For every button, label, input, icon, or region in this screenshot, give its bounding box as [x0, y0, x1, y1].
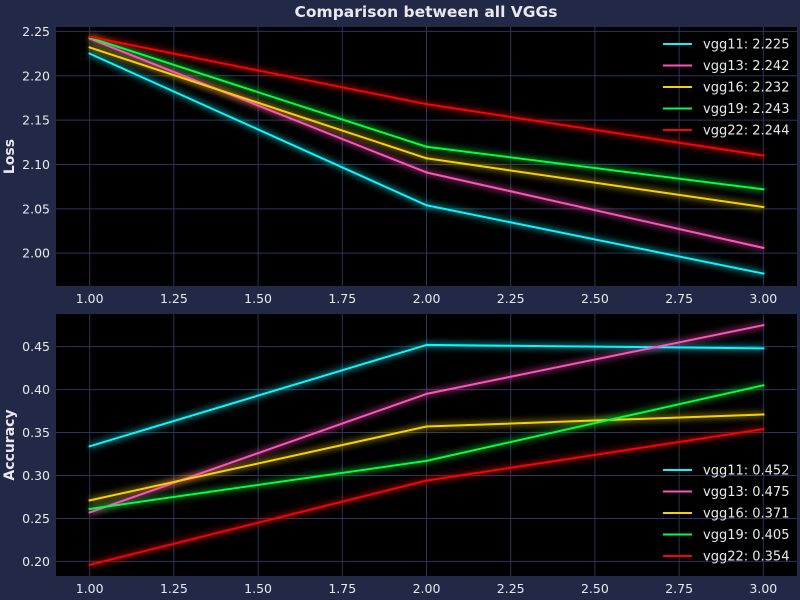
y-tick-label: 2.25: [22, 24, 50, 39]
x-tick-label: 2.50: [581, 291, 609, 306]
data-point-vgg16: [425, 425, 428, 428]
legend: vgg11: 0.452 vgg13: 0.475 vgg16: 0.371 vgg1…: [663, 464, 789, 565]
y-tick-label: 0.30: [22, 468, 50, 483]
legend-label-vgg13: vgg13: 2.242: [703, 59, 789, 74]
x-tick-label: 1.00: [76, 581, 104, 596]
y-tick-label: 0.25: [22, 511, 50, 526]
y-tick-label: 0.45: [22, 339, 50, 354]
x-tick-label: 1.25: [160, 581, 188, 596]
x-tick-label: 1.25: [160, 291, 188, 306]
y-tick-label: 0.35: [22, 425, 50, 440]
data-point-vgg11: [762, 272, 765, 275]
x-tick-label: 1.75: [328, 581, 356, 596]
x-tick-label: 1.50: [244, 291, 272, 306]
x-tick-label: 3.00: [749, 291, 777, 306]
data-point-vgg16: [762, 205, 765, 209]
loss-chart: 1.00 1.25 1.50 1.75 2.00 2.25 2.50 2.75 3.00 2.00…: [2, 24, 797, 306]
legend-label-vgg13: vgg13: 0.475: [703, 485, 789, 500]
data-point-vgg13: [88, 511, 91, 514]
data-point-vgg13: [762, 323, 765, 327]
legend-label-vgg19: vgg19: 0.405: [703, 528, 789, 543]
y-tick-label: 2.15: [22, 113, 50, 128]
data-point-vgg22: [762, 154, 765, 157]
x-tick-label: 3.00: [749, 581, 777, 596]
legend-label-vgg22: vgg22: 0.354: [703, 550, 789, 565]
data-point-vgg19: [425, 459, 428, 463]
data-point-vgg11: [88, 445, 91, 448]
figure-title: Comparison between all VGGs: [295, 3, 558, 21]
data-point-vgg22: [425, 102, 428, 106]
x-tick-label: 2.25: [497, 581, 525, 596]
data-point-vgg16: [88, 499, 91, 502]
x-tick-label: 2.50: [581, 581, 609, 596]
data-point-vgg13: [762, 246, 765, 250]
y-tick-label: 0.40: [22, 382, 50, 397]
data-point-vgg19: [88, 507, 91, 511]
data-point-vgg19: [425, 145, 428, 148]
data-point-vgg16: [425, 157, 428, 160]
x-tick-label: 2.00: [413, 581, 441, 596]
y-tick-label: 2.00: [22, 246, 50, 261]
data-point-vgg19: [762, 384, 765, 387]
x-tick-label: 2.75: [665, 291, 693, 306]
x-tick-label: 1.50: [244, 581, 272, 596]
data-point-vgg22: [762, 427, 765, 431]
accuracy-chart: 1.00 1.25 1.50 1.75 2.00 2.25 2.50 2.75 3.00 0.20…: [2, 314, 797, 596]
legend-label-vgg16: vgg16: 0.371: [703, 507, 789, 522]
data-point-vgg11: [425, 204, 428, 207]
legend-label-vgg22: vgg22: 2.244: [703, 124, 789, 139]
series-group: [88, 33, 765, 278]
data-point-vgg16: [762, 413, 765, 416]
x-tick-label: 2.00: [413, 291, 441, 306]
x-tick-label: 2.25: [497, 291, 525, 306]
data-point-vgg22: [425, 479, 428, 482]
y-axis-label: Loss: [2, 139, 18, 174]
x-tick-label: 1.75: [328, 291, 356, 306]
series-group: [88, 321, 765, 569]
legend-label-vgg11: vgg11: 2.225: [703, 38, 789, 53]
data-point-vgg11: [88, 52, 91, 55]
data-point-vgg13: [425, 171, 428, 174]
data-point-vgg22: [88, 35, 91, 38]
data-point-vgg22: [88, 563, 91, 567]
y-tick-label: 2.20: [22, 68, 50, 83]
data-point-vgg13: [425, 392, 428, 396]
x-tick-label: 2.75: [665, 581, 693, 596]
legend: vgg11: 2.225 vgg13: 2.242 vgg16: 2.232 vgg1…: [663, 38, 789, 139]
x-tick-label: 1.00: [76, 291, 104, 306]
legend-label-vgg11: vgg11: 0.452: [703, 464, 789, 479]
y-tick-label: 2.10: [22, 157, 50, 172]
legend-label-vgg19: vgg19: 2.243: [703, 102, 789, 117]
y-tick-label: 0.20: [22, 554, 50, 569]
y-tick-label: 2.05: [22, 201, 50, 216]
data-point-vgg16: [88, 46, 91, 49]
y-axis-label: Accuracy: [2, 409, 18, 480]
data-point-vgg11: [425, 343, 428, 347]
data-point-vgg19: [762, 188, 765, 191]
legend-label-vgg16: vgg16: 2.232: [703, 81, 789, 96]
data-point-vgg11: [762, 347, 765, 350]
